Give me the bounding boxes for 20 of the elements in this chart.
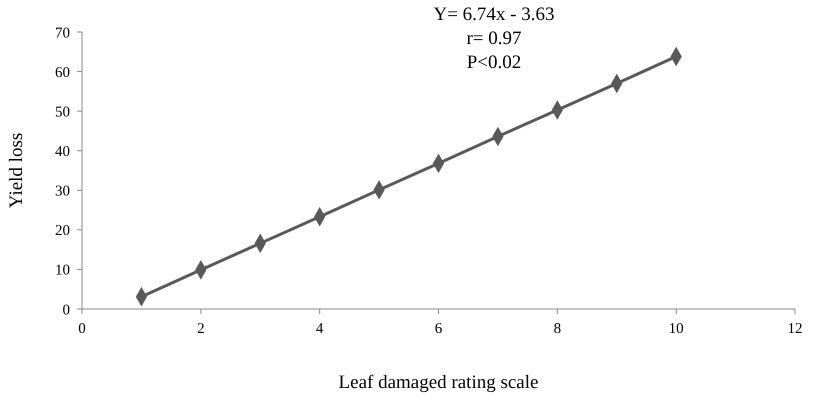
x-tick-label: 4 bbox=[316, 321, 324, 337]
annotation: P<0.02 bbox=[466, 52, 522, 73]
text: Y= 6.74x - 3.63 bbox=[433, 4, 555, 25]
x-axis-title: Leaf damaged rating scale bbox=[338, 372, 538, 393]
y-tick-label: 20 bbox=[55, 223, 70, 240]
y-tick-label: 50 bbox=[55, 104, 70, 120]
y-tick-label: 40 bbox=[55, 144, 70, 160]
x-tick-label: 6 bbox=[434, 321, 443, 337]
x-tick-label: 12 bbox=[788, 321, 802, 337]
y-tick-label: 0 bbox=[62, 302, 70, 318]
x-tick-label: 8 bbox=[554, 321, 562, 337]
y-tick-label: 10 bbox=[55, 262, 70, 279]
y-tick-label: 60 bbox=[55, 64, 70, 81]
annotation: r= 0.97 bbox=[466, 28, 522, 49]
x-tick-label: 10 bbox=[668, 321, 684, 337]
y-tick-label: 30 bbox=[55, 184, 70, 200]
x-tick-label: 0 bbox=[78, 321, 86, 337]
y-axis-title: Yield loss bbox=[6, 132, 27, 208]
x-tick-label: 2 bbox=[197, 321, 205, 337]
y-tick-label: 70 bbox=[55, 25, 70, 42]
